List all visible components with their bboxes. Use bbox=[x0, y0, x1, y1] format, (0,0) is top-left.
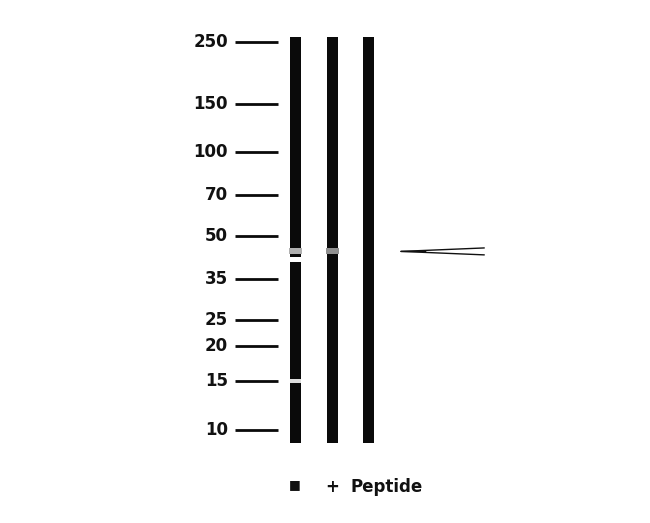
Text: 150: 150 bbox=[194, 95, 228, 112]
Bar bbox=[289, 37, 300, 442]
Text: Peptide: Peptide bbox=[350, 477, 423, 496]
Text: 70: 70 bbox=[205, 186, 228, 204]
Text: 100: 100 bbox=[194, 143, 228, 162]
Text: ■: ■ bbox=[289, 477, 301, 491]
Bar bbox=[289, 248, 302, 254]
Bar bbox=[326, 248, 339, 254]
Text: 250: 250 bbox=[194, 33, 228, 51]
Bar bbox=[326, 37, 337, 442]
Text: 15: 15 bbox=[205, 372, 228, 390]
Text: 35: 35 bbox=[205, 270, 228, 288]
Bar bbox=[289, 379, 300, 383]
Text: 20: 20 bbox=[205, 337, 228, 356]
Text: 10: 10 bbox=[205, 421, 228, 439]
Bar bbox=[363, 37, 374, 442]
Text: +: + bbox=[325, 477, 339, 496]
Text: 25: 25 bbox=[205, 311, 228, 328]
Text: 50: 50 bbox=[205, 227, 228, 245]
Bar bbox=[289, 257, 300, 262]
